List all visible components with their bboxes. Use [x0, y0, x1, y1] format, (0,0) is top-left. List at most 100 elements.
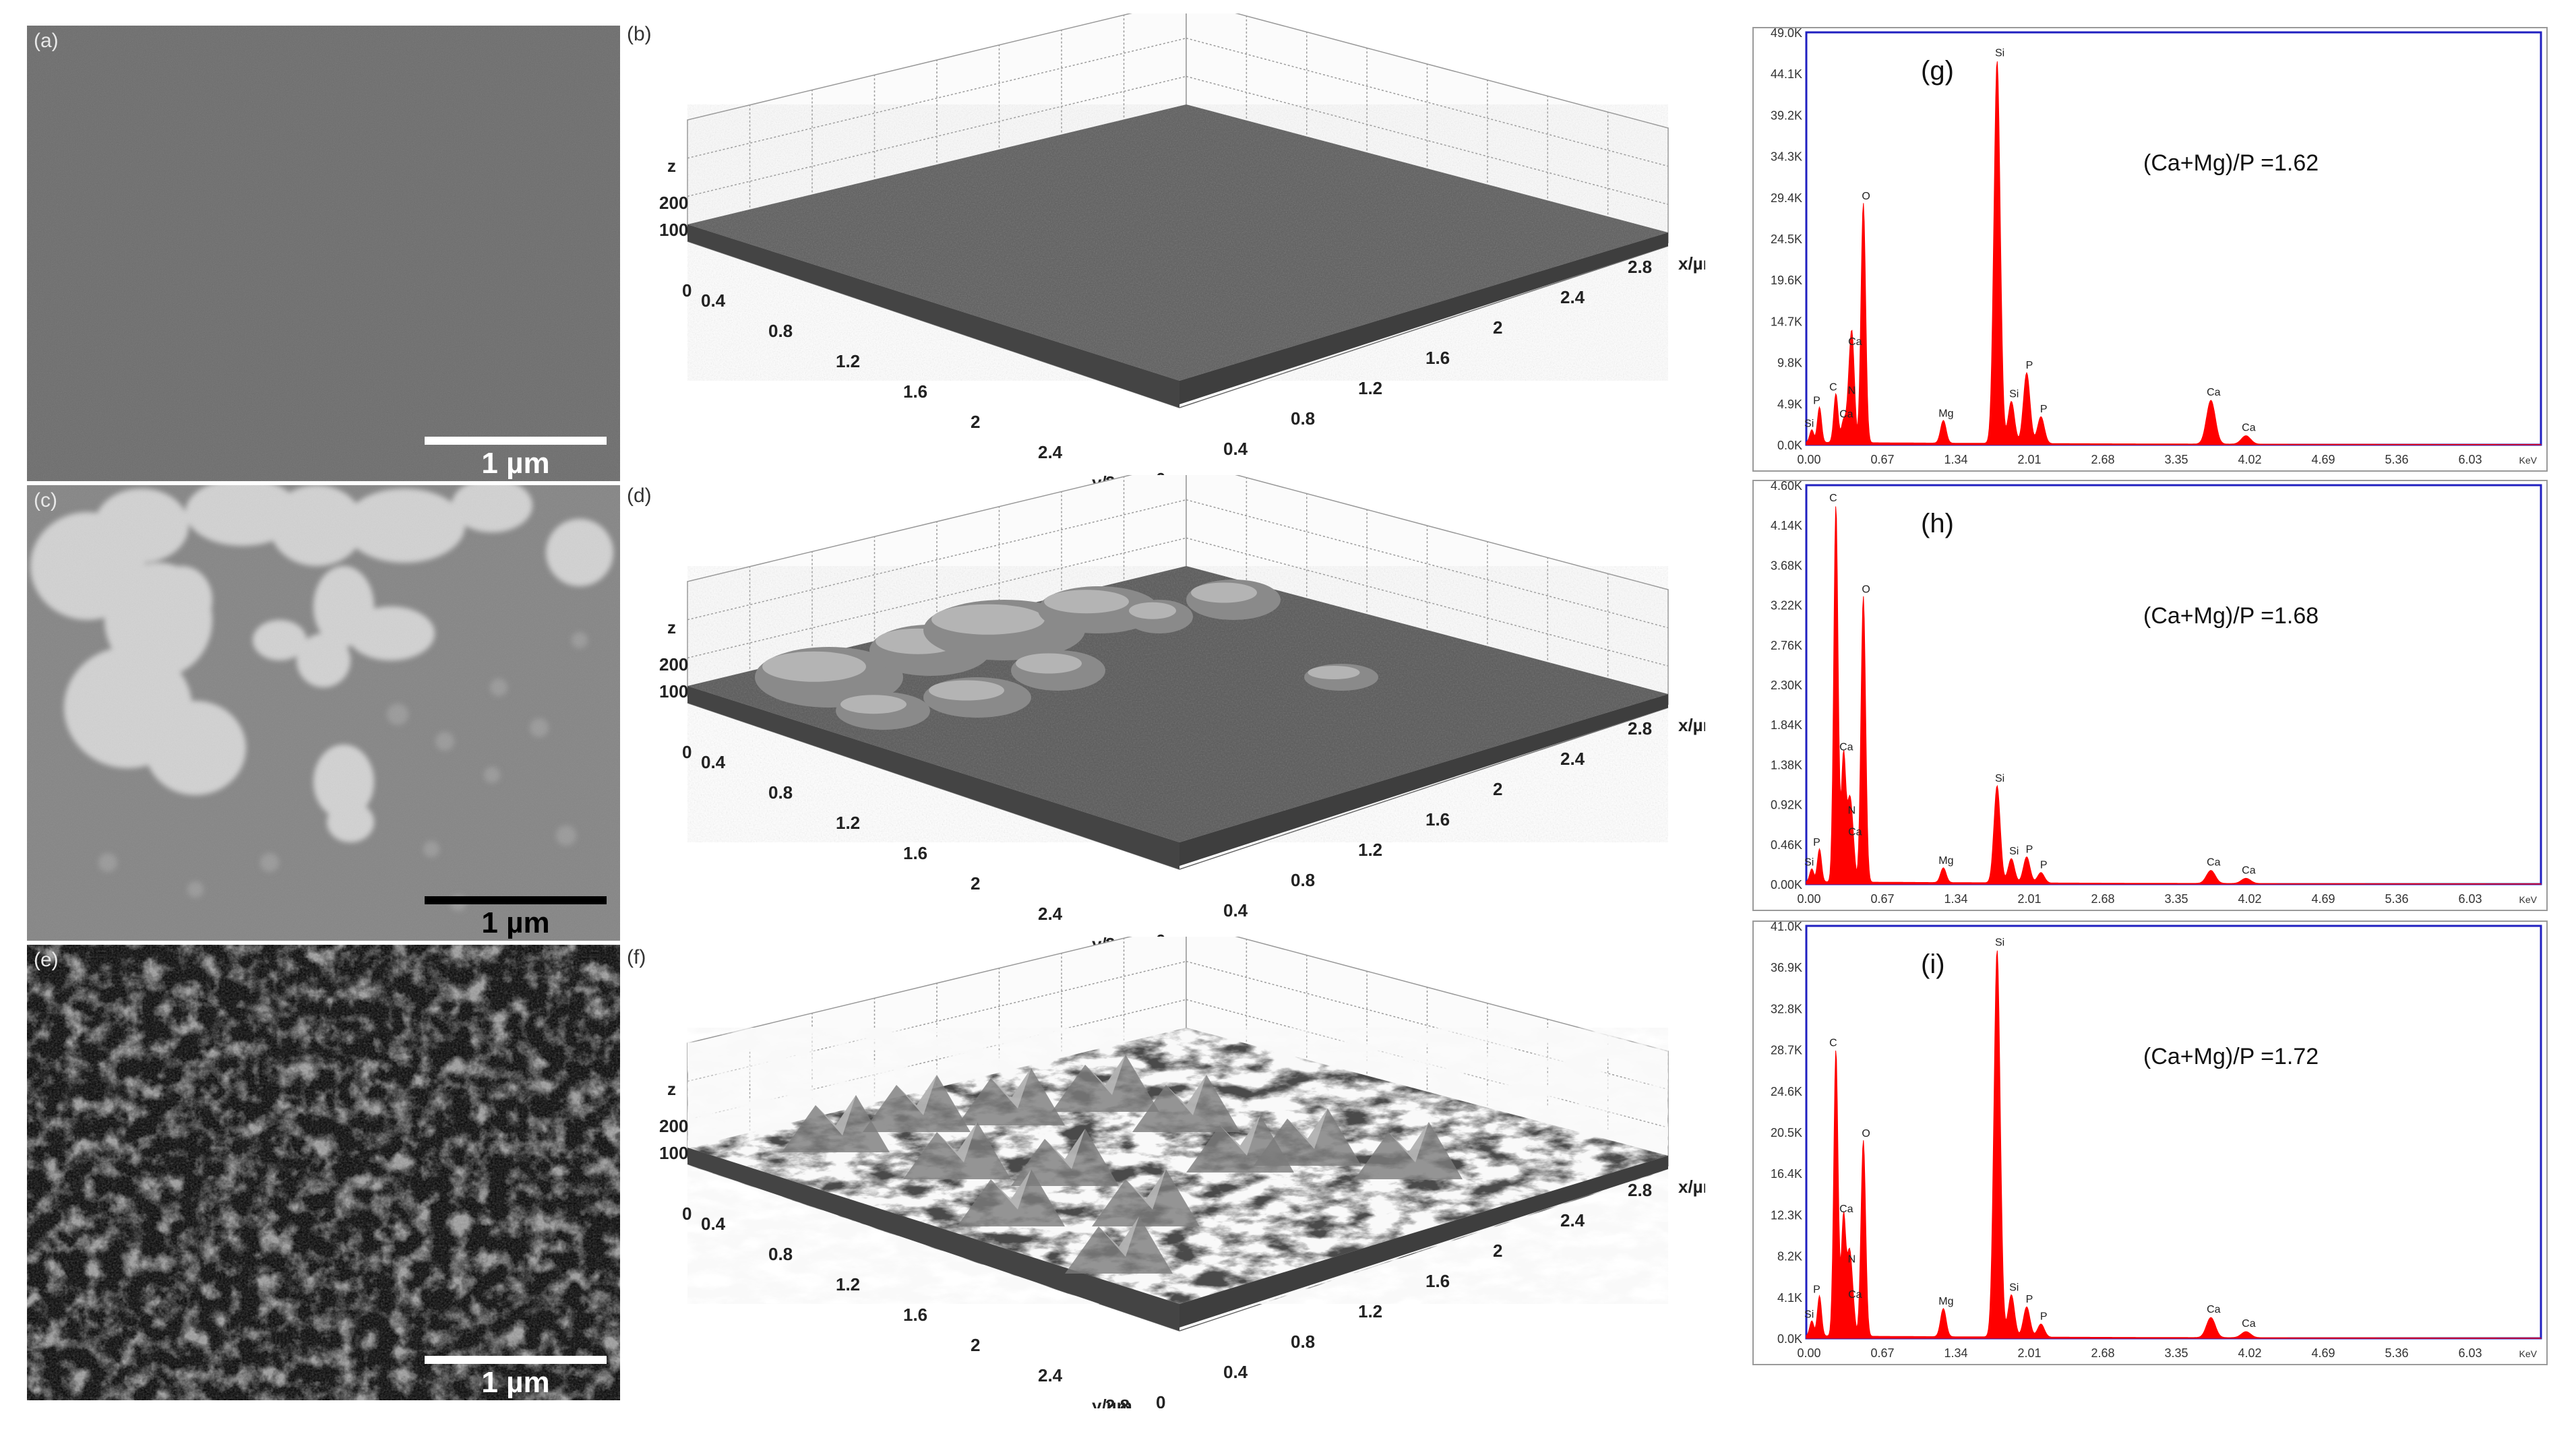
afm-x-tick: 1.2: [1358, 1301, 1382, 1321]
afm-z-tick: 0: [682, 742, 692, 762]
eds-x-tick: 6.03: [2458, 453, 2482, 466]
eds-y-tick: 36.9K: [1771, 961, 1802, 974]
eds-x-tick: 1.34: [1944, 1346, 1967, 1360]
eds-x-tick: 2.01: [2017, 1346, 2041, 1360]
eds-x-tick: 0.67: [1870, 892, 1894, 906]
afm-x-tick: 0.4: [1223, 900, 1248, 920]
afm-y-tick: 1.2: [836, 813, 860, 833]
afm-z-tick: 200: [659, 1116, 688, 1136]
eds-peak-label: N: [1848, 805, 1856, 816]
afm-x-tick: 0.8: [1291, 870, 1315, 890]
afm-x-tick: 2.8: [1628, 257, 1652, 277]
eds-y-tick: 19.6K: [1771, 274, 1802, 287]
afm-x-label: x/µm: [1678, 253, 1705, 274]
eds-x-tick: 4.69: [2311, 892, 2335, 906]
eds-y-tick: 4.14K: [1771, 519, 1802, 532]
eds-y-tick: 3.68K: [1771, 559, 1802, 572]
afm-y-tick: 0.8: [768, 1244, 793, 1264]
panel-label-e: (e): [34, 949, 59, 971]
eds-x-tick: 3.35: [2164, 453, 2188, 466]
eds-ratio-annotation: (Ca+Mg)/P =1.68: [2143, 603, 2319, 629]
afm-y-tick: 0.4: [701, 290, 726, 311]
eds-panel-label: (h): [1921, 509, 1954, 538]
eds-spectrum-line: [1806, 506, 2542, 885]
sem-image-c: (c) 1 µm: [27, 485, 620, 941]
eds-x-tick: 4.69: [2311, 453, 2335, 466]
afm-y-tick: 2: [971, 873, 980, 894]
eds-peak-label: Si: [1995, 773, 2004, 784]
eds-y-tick: 2.76K: [1771, 639, 1802, 652]
sem-texture-c: [27, 485, 620, 941]
panel-label-a: (a): [34, 30, 59, 52]
afm-x-tick: 2.8: [1628, 718, 1652, 739]
afm-z-label: z: [667, 617, 676, 637]
afm-z-tick: 200: [659, 193, 688, 213]
eds-peak-label: P: [2040, 404, 2048, 415]
afm-x-tick: 2.4: [1560, 287, 1585, 307]
eds-peak-label: Si: [1995, 48, 2004, 59]
afm-z-tick: 200: [659, 654, 688, 675]
eds-peak-label: P: [2026, 360, 2033, 371]
eds-y-tick: 14.7K: [1771, 315, 1802, 328]
eds-peak-label: Mg: [1938, 1296, 1953, 1307]
afm-x-tick: 2.4: [1560, 749, 1585, 769]
scale-text-e: 1 µm: [481, 1366, 550, 1399]
eds-x-tick: 4.02: [2238, 1346, 2261, 1360]
afm-y-tick: 1.2: [836, 351, 860, 371]
eds-peak-label: Ca: [2242, 1318, 2256, 1330]
eds-peak-label: C: [1829, 1038, 1837, 1049]
eds-x-tick: 2.68: [2091, 892, 2114, 906]
eds-y-tick: 2.30K: [1771, 679, 1802, 692]
afm-y-label: y/µm: [1092, 1396, 1132, 1408]
afm-z-label: z: [667, 156, 676, 176]
eds-y-tick: 12.3K: [1771, 1208, 1802, 1222]
eds-peak-label: P: [2026, 844, 2033, 855]
scale-bar-a: [425, 437, 607, 445]
eds-x-tick: 0.00: [1797, 892, 1820, 906]
eds-peak-label: Ca: [1839, 409, 1853, 420]
afm-z-tick: 100: [659, 1143, 688, 1163]
eds-x-tick: 5.36: [2385, 892, 2408, 906]
eds-chart-g: 0.0K 4.9K 9.8K 14.7K 19.6K 24.5K 29.4K 34.3K 39.…: [1752, 26, 2548, 472]
eds-y-tick: 28.7K: [1771, 1044, 1802, 1057]
eds-y-tick: 41.0K: [1771, 920, 1802, 933]
panel-label-c: (c): [34, 489, 57, 511]
eds-peak-label: O: [1862, 1128, 1870, 1140]
eds-peak-label: Ca: [1839, 742, 1853, 753]
eds-peak-label: N: [1848, 1254, 1856, 1266]
eds-peak-label: Mg: [1938, 408, 1953, 419]
afm-y-tick: 1.6: [903, 1305, 927, 1325]
eds-x-tick: 0.67: [1870, 1346, 1894, 1360]
afm-x-tick: 1.2: [1358, 840, 1382, 860]
eds-x-tick: 0.00: [1797, 453, 1820, 466]
eds-spectrum-h: 0.00K 0.46K 0.92K 1.38K 1.84K 2.30K 2.76K 3.22K…: [1752, 479, 2548, 911]
afm-x-tick: 1.2: [1358, 378, 1382, 398]
afm-x-tick: 0.4: [1223, 439, 1248, 459]
eds-y-tick: 0.46K: [1771, 838, 1802, 852]
eds-y-tick: 44.1K: [1771, 67, 1802, 81]
eds-ratio-annotation: (Ca+Mg)/P =1.62: [2143, 150, 2319, 176]
afm-x-label: x/µm: [1678, 715, 1705, 735]
afm-x-tick: 2.4: [1560, 1210, 1585, 1230]
afm-x-label: x/µm: [1678, 1177, 1705, 1197]
eds-peak-label: Ca: [1839, 1204, 1853, 1215]
afm-x-tick: 2: [1493, 779, 1502, 799]
eds-ratio-annotation: (Ca+Mg)/P =1.72: [2143, 1044, 2319, 1069]
eds-peak-label: Si: [2009, 846, 2019, 857]
afm-y-tick: 1.6: [903, 843, 927, 863]
afm-panel-f: z 200 100 0 0.4 0.8 1.2 1.6 2 2.4 2.8 y/µm 0 0.4 0.8 1.…: [627, 923, 1719, 1416]
eds-y-tick: 4.9K: [1777, 398, 1802, 411]
eds-peak-label: Ca: [2207, 857, 2221, 869]
panel-label-d: (d): [627, 485, 652, 507]
eds-peak-label: Ca: [2242, 423, 2256, 434]
eds-panel-label: (g): [1921, 56, 1954, 86]
afm-x-tick: 0: [1156, 1392, 1165, 1408]
afm-plot-f: z 200 100 0 0.4 0.8 1.2 1.6 2 2.4 2.8 y/µm 0 0.4 0.8 1.…: [659, 923, 1719, 1416]
afm-y-tick: 2.4: [1038, 904, 1063, 924]
eds-spectrum-line: [1806, 950, 2542, 1339]
eds-peak-label: Ca: [1848, 336, 1862, 348]
afm-y-tick: 1.6: [903, 381, 927, 402]
sem-image-a: (a) 1 µm: [27, 26, 620, 481]
eds-y-tick: 16.4K: [1771, 1167, 1802, 1181]
afm-x-tick: 0.8: [1291, 1332, 1315, 1352]
